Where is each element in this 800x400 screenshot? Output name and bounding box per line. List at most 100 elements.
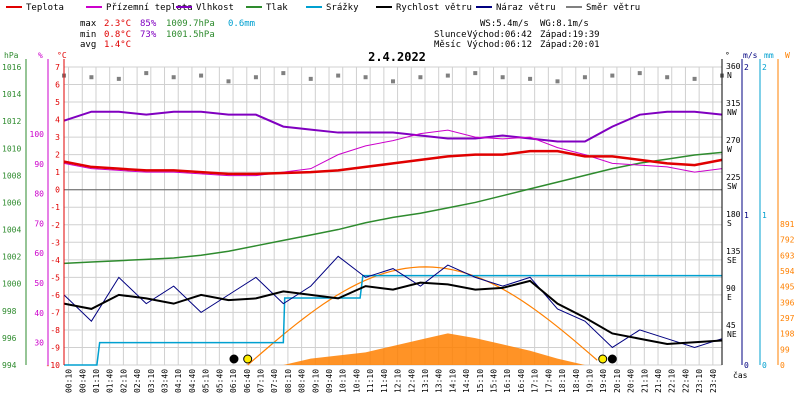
temperature-tick: -7 [50, 308, 60, 317]
wind-tick: 0 [744, 361, 749, 370]
legend-item-prizemni-teplota: Přízemní teplota [86, 3, 193, 13]
pressure-unit: hPa [4, 51, 19, 60]
stats-max-temp: 2.3°C [104, 19, 131, 29]
solar-tick: 594 [780, 267, 795, 276]
rain-tick: 1 [762, 211, 767, 220]
pressure-tick: 1016 [2, 63, 21, 72]
legend: Teplota Přízemní teplota Vlhkost Tlak Sr… [6, 3, 640, 13]
solar-radiation-area [247, 266, 598, 366]
temperature-tick: -5 [50, 273, 60, 282]
series-line-tlak [63, 151, 723, 265]
solar-tick: 198 [780, 330, 795, 339]
moon-rise: Východ:06:12 [467, 40, 532, 50]
legend-item-vlhkost: Vlhkost [176, 3, 234, 13]
solar-tick: 891 [780, 220, 795, 229]
sun-rise: Východ:06:42 [467, 30, 532, 40]
x-tick-label: 12:40 [407, 369, 416, 393]
direction-cardinal: SW [727, 182, 737, 191]
wind-direction-point [363, 75, 368, 80]
series-line-srážky [64, 274, 722, 366]
temperature-tick: 2 [55, 151, 60, 160]
x-tick-label: 06:10 [229, 369, 238, 393]
x-tick-label: 11:10 [366, 369, 375, 393]
legend-label-vlhkost: Vlhkost [196, 3, 234, 13]
wind-direction-point [336, 73, 341, 78]
solar-tick: 792 [780, 236, 795, 245]
wind-direction-point [116, 76, 121, 81]
humidity-tick: 50 [34, 279, 44, 288]
direction-cardinal: S [727, 219, 732, 228]
sun-moon-markers [229, 354, 617, 364]
x-tick-label: 06:40 [243, 369, 252, 393]
stats-min-temp: 0.8°C [104, 30, 131, 40]
pressure-tick: 1014 [2, 90, 21, 99]
wind-stats-wg: WG:8.1m/s [540, 19, 589, 29]
humidity-unit: % [38, 51, 43, 60]
solar-theoretical-curve [247, 266, 598, 366]
chart-title: 2.4.2022 [368, 50, 426, 64]
x-tick-label: 22:40 [681, 369, 690, 393]
x-tick-label: 23:10 [695, 369, 704, 393]
axis-unit-labels: hPa % °C ° m/s mm W čas [4, 51, 790, 380]
x-tick-label: 03:10 [147, 369, 156, 393]
x-tick-label: 05:40 [215, 369, 224, 393]
wind-direction-point [555, 79, 560, 84]
humidity-tick: 30 [34, 339, 44, 348]
x-tick-label: 18:40 [572, 369, 581, 393]
direction-cardinal: W [727, 145, 732, 154]
legend-item-teplota: Teplota [6, 3, 64, 13]
wind-direction-point [253, 75, 258, 80]
sun-label: Slunce [434, 30, 467, 40]
wind-direction-point [500, 75, 505, 80]
x-tick-label: 17:40 [544, 369, 553, 393]
wind-direction-point [226, 79, 231, 84]
temperature-tick: -6 [50, 291, 60, 300]
humidity-tick: 40 [34, 309, 44, 318]
solar-tick: 693 [780, 251, 795, 260]
stats-block: max 2.3°C 85% 1009.7hPa 0.6mm min 0.8°C … [80, 19, 255, 50]
temperature-tick: 7 [55, 63, 60, 72]
x-tick-label: 15:40 [490, 369, 499, 393]
x-tick-label: 04:10 [174, 369, 183, 393]
x-tick-label: 08:10 [284, 369, 293, 393]
temperature-tick: 3 [55, 133, 60, 142]
temperature-unit: °C [57, 51, 67, 60]
stats-max-label: max [80, 19, 97, 29]
humidity-tick: 70 [34, 219, 44, 228]
x-axis-ticks: 00:10 00:40 01:10 01:40 02:10 02:40 03:10 03:40… [65, 369, 718, 393]
legend-label-prizemni-teplota: Přízemní teplota [106, 3, 193, 13]
wind-direction-point [473, 71, 478, 76]
temperature-tick: -9 [50, 343, 60, 352]
axes: 76543210-1-2-3-4-5-6-7-8-9-1010090807060… [2, 59, 795, 370]
x-tick-label: 00:40 [78, 369, 87, 393]
x-tick-label: 02:10 [119, 369, 128, 393]
direction-tick: 315 [726, 99, 741, 108]
x-tick-label: 11:40 [380, 369, 389, 393]
solar-tick: 495 [780, 283, 795, 292]
pressure-tick: 1008 [2, 171, 21, 180]
direction-tick: 135 [726, 247, 741, 256]
direction-cardinal: E [727, 293, 732, 302]
x-tick-label: 21:10 [640, 369, 649, 393]
wind-direction-point [528, 76, 533, 81]
x-tick-label: 01:10 [92, 369, 101, 393]
solar-tick: 0 [780, 361, 785, 370]
legend-item-srazky: Srážky [306, 3, 359, 13]
wind-direction-point [637, 71, 642, 76]
moonset-marker [607, 354, 617, 364]
x-tick-label: 20:10 [613, 369, 622, 393]
temperature-tick: -2 [50, 221, 60, 230]
temperature-tick: -3 [50, 238, 60, 247]
solar-tick: 99 [780, 345, 790, 354]
legend-item-tlak: Tlak [246, 3, 288, 13]
temperature-tick: 1 [55, 168, 60, 177]
rain-tick: 0 [762, 361, 767, 370]
rain-unit: mm [764, 51, 774, 60]
temperature-tick: 5 [55, 98, 60, 107]
humidity-tick: 80 [34, 190, 44, 199]
legend-item-naraz-vetru: Náraz větru [476, 3, 556, 13]
x-tick-label: 07:40 [270, 369, 279, 393]
wind-direction-point [445, 73, 450, 78]
moon-set: Západ:20:01 [540, 40, 600, 50]
sunset-marker [598, 354, 608, 364]
